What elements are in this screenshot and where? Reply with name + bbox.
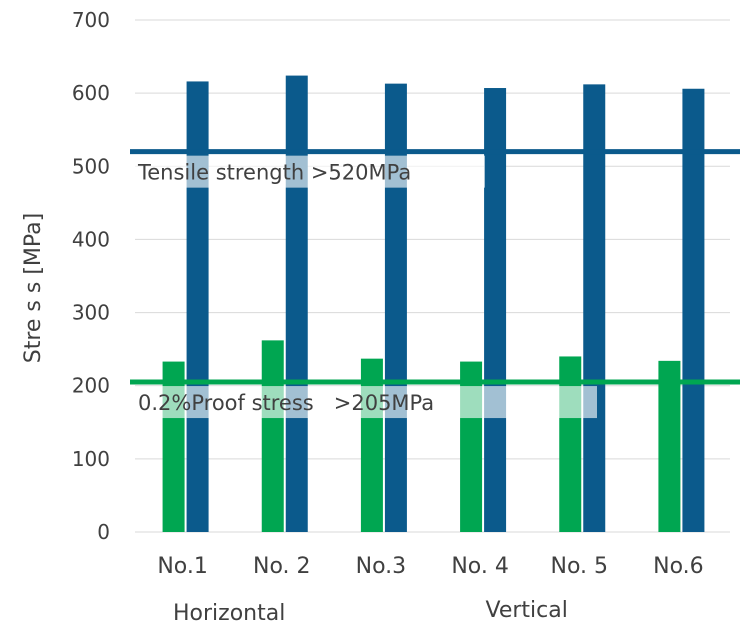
y-tick-label: 600 xyxy=(72,81,110,105)
y-tick-label: 200 xyxy=(72,374,110,398)
y-tick-label: 0 xyxy=(97,520,110,544)
y-tick-label: 500 xyxy=(72,154,110,178)
x-tick-label: No. 2 xyxy=(253,554,311,579)
x-tick-label: No. 5 xyxy=(550,554,608,579)
y-tick-label: 300 xyxy=(72,301,110,325)
bar-series2-6 xyxy=(682,88,705,533)
y-tick-label: 700 xyxy=(72,8,110,32)
y-tick-label: 100 xyxy=(72,447,110,471)
group-label-horizontal: Horizontal xyxy=(173,601,285,626)
bar-series1-3 xyxy=(360,358,383,532)
reference-line-label: 0.2%Proof stress >205MPa xyxy=(138,391,434,415)
reference-line-label: Tensile strength >520MPa xyxy=(137,161,411,185)
reference-label-box xyxy=(135,155,485,188)
y-tick-label: 400 xyxy=(72,227,110,251)
group-label-vertical: Vertical xyxy=(485,598,567,623)
bar-series2-1 xyxy=(186,81,209,532)
reference-label-box xyxy=(135,386,597,419)
bar-series2-5 xyxy=(583,84,606,532)
x-tick-label: No. 4 xyxy=(451,554,509,579)
x-tick-label: No.6 xyxy=(653,554,704,579)
bar-series1-6 xyxy=(658,360,681,532)
x-tick-label: No.3 xyxy=(356,554,407,579)
bar-series2-4 xyxy=(484,88,507,532)
bar-series2-2 xyxy=(285,75,308,533)
bar-series2-3 xyxy=(384,83,407,533)
x-tick-label: No.1 xyxy=(157,554,208,579)
bar-series1-2 xyxy=(261,340,284,532)
y-axis-title: Stre s s [MPa] xyxy=(21,213,46,364)
